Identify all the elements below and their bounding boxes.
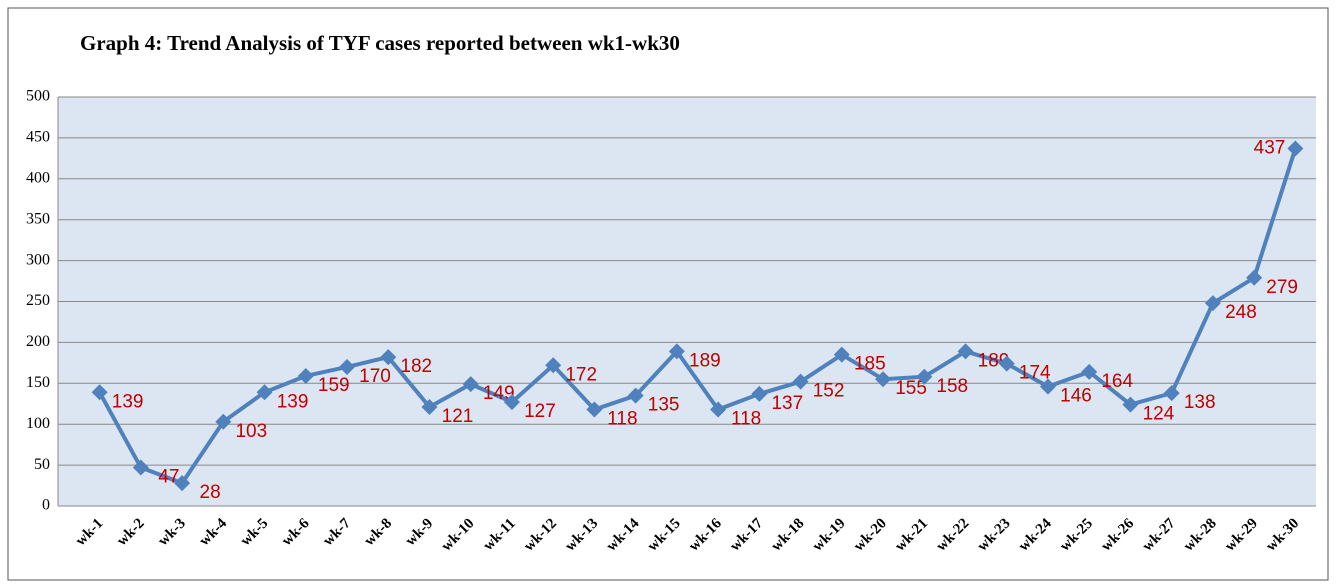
value-label: 279 (1266, 277, 1298, 298)
y-tick-label: 250 (26, 292, 50, 309)
y-tick-label: 300 (26, 251, 50, 268)
value-label: 146 (1060, 386, 1092, 407)
line (97, 147, 1298, 486)
marker (297, 367, 314, 384)
marker (1122, 396, 1139, 413)
value-label: 139 (277, 391, 309, 412)
marker (1039, 378, 1056, 395)
chart-title: Graph 4: Trend Analysis of TYF cases rep… (80, 31, 680, 55)
value-label: 139 (112, 391, 144, 412)
marker (215, 413, 232, 430)
marker (421, 399, 438, 416)
value-label: 159 (318, 375, 350, 396)
marker (668, 343, 685, 360)
marker (462, 376, 479, 393)
value-label: 149 (483, 383, 515, 404)
value-label: 152 (813, 381, 845, 402)
marker (586, 401, 603, 418)
marker (256, 384, 273, 401)
y-tick-label: 200 (26, 333, 50, 350)
marker (998, 355, 1015, 372)
y-tick-label: 350 (26, 210, 50, 227)
value-label: 124 (1143, 404, 1175, 425)
y-tick-label: 450 (26, 129, 50, 146)
marker (1287, 140, 1304, 157)
marker (957, 343, 974, 360)
marker (545, 357, 562, 374)
marker (91, 384, 108, 401)
marker (792, 373, 809, 390)
marker (174, 475, 191, 492)
value-label: 138 (1184, 392, 1216, 413)
marker (380, 349, 397, 366)
value-label: 121 (442, 406, 474, 427)
value-label: 174 (1019, 363, 1051, 384)
value-label: 172 (565, 364, 597, 385)
marker (132, 459, 149, 476)
value-label: 437 (1254, 138, 1286, 159)
y-tick-label: 100 (26, 415, 50, 432)
value-label: 189 (689, 350, 721, 371)
y-tick-label: 50 (34, 456, 50, 473)
value-label: 47 (158, 467, 179, 488)
marker (339, 358, 356, 375)
value-label: 155 (895, 378, 927, 399)
marker (1081, 363, 1098, 380)
marker (1204, 295, 1221, 312)
value-label: 248 (1225, 302, 1257, 323)
marker (916, 368, 933, 385)
value-label: 127 (524, 401, 556, 422)
y-tick-label: 500 (26, 88, 50, 105)
y-tick-label: 400 (26, 169, 50, 186)
value-label: 135 (648, 395, 680, 416)
value-label: 137 (771, 393, 803, 414)
y-tick-label: 0 (42, 497, 50, 514)
marker (833, 346, 850, 363)
value-label: 28 (200, 482, 221, 503)
value-label: 185 (854, 354, 886, 375)
value-label: 158 (936, 376, 968, 397)
marker (875, 371, 892, 388)
marker (1163, 385, 1180, 402)
value-label: 118 (731, 408, 761, 429)
marker (751, 385, 768, 402)
value-label: 170 (359, 366, 391, 387)
value-label: 182 (400, 356, 432, 377)
y-tick-label: 150 (26, 374, 50, 391)
value-label: 164 (1101, 371, 1133, 392)
value-label: 118 (607, 408, 637, 429)
marker (503, 394, 520, 411)
value-label: 103 (235, 421, 267, 442)
marker (710, 401, 727, 418)
marker (1246, 269, 1263, 286)
marker (627, 387, 644, 404)
